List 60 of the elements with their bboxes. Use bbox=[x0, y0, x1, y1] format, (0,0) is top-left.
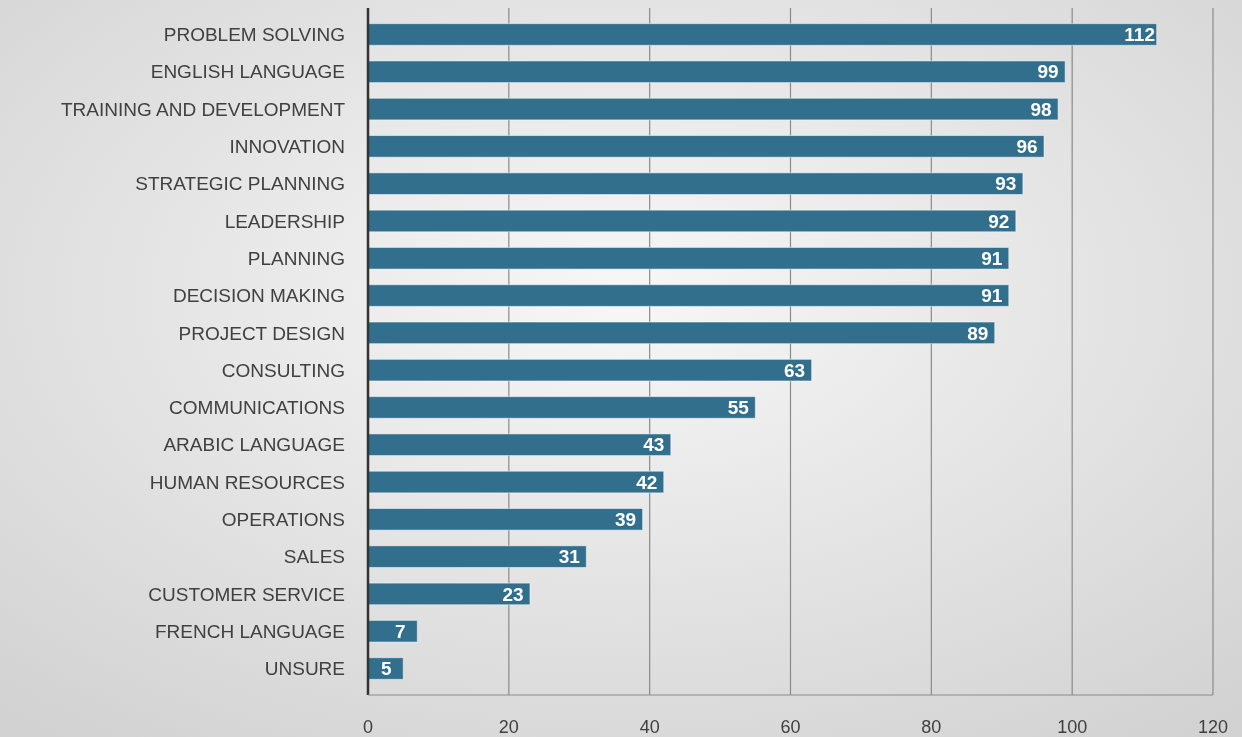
data-label: 63 bbox=[784, 359, 806, 381]
bar bbox=[367, 135, 1045, 158]
y-tick-label: UNSURE bbox=[264, 658, 345, 680]
bar bbox=[367, 619, 418, 643]
bar bbox=[367, 358, 813, 382]
y-tick-label: ARABIC LANGUAGE bbox=[163, 434, 345, 456]
data-label: 112 bbox=[1124, 24, 1155, 46]
y-tick-label: PLANNING bbox=[247, 247, 345, 269]
data-label: 91 bbox=[981, 285, 1003, 307]
bar bbox=[367, 97, 1059, 121]
bar bbox=[367, 396, 756, 419]
data-label: 91 bbox=[981, 247, 1003, 269]
data-label: 96 bbox=[1016, 136, 1038, 158]
data-label: 43 bbox=[643, 434, 665, 456]
data-label: 39 bbox=[615, 508, 637, 530]
y-tick-label: HUMAN RESOURCES bbox=[149, 471, 345, 493]
data-label: 98 bbox=[1030, 98, 1052, 120]
y-tick-label: DECISION MAKING bbox=[172, 285, 345, 307]
bar bbox=[367, 433, 672, 457]
bar bbox=[367, 172, 1024, 195]
y-tick-label: ENGLISH LANGUAGE bbox=[150, 61, 345, 83]
y-tick-label: PROJECT DESIGN bbox=[178, 322, 345, 344]
x-tick-label: 100 bbox=[1057, 717, 1088, 737]
y-tick-label: PROBLEM SOLVING bbox=[163, 24, 345, 46]
bar bbox=[367, 470, 665, 494]
data-label: 5 bbox=[380, 658, 392, 680]
x-tick-label: 40 bbox=[639, 717, 660, 737]
y-tick-label: TRAINING AND DEVELOPMENT bbox=[61, 98, 346, 120]
y-tick-label: CUSTOMER SERVICE bbox=[148, 583, 345, 605]
data-label: 7 bbox=[395, 620, 406, 642]
data-label: 92 bbox=[988, 210, 1010, 232]
x-tick-label: 60 bbox=[780, 717, 801, 737]
x-tick-label: 80 bbox=[921, 717, 942, 737]
y-tick-label: OPERATIONS bbox=[221, 508, 345, 530]
data-label: 42 bbox=[636, 471, 658, 493]
y-tick-label: LEADERSHIP bbox=[224, 210, 345, 232]
y-tick-label: STRATEGIC PLANNING bbox=[135, 173, 345, 195]
bar bbox=[367, 60, 1066, 84]
data-label: 55 bbox=[727, 397, 750, 419]
data-label: 93 bbox=[995, 173, 1017, 195]
y-tick-label: SALES bbox=[283, 546, 345, 568]
y-tick-label: FRENCH LANGUAGE bbox=[154, 620, 345, 642]
bar bbox=[367, 23, 1158, 46]
bar bbox=[367, 582, 531, 606]
bar bbox=[367, 284, 1010, 307]
x-tick-label: 0 bbox=[362, 717, 374, 737]
y-tick-label: CONSULTING bbox=[221, 359, 345, 381]
bar bbox=[367, 246, 1010, 270]
bar bbox=[367, 321, 996, 345]
x-tick-label: 120 bbox=[1197, 717, 1229, 737]
data-label: 23 bbox=[502, 583, 524, 605]
bar bbox=[367, 508, 644, 531]
x-tick-label: 20 bbox=[498, 717, 519, 737]
data-label: 99 bbox=[1037, 61, 1059, 83]
bar bbox=[367, 545, 587, 568]
data-label: 89 bbox=[967, 322, 989, 344]
data-label: 31 bbox=[558, 546, 581, 568]
bar bbox=[367, 209, 1017, 233]
y-tick-label: COMMUNICATIONS bbox=[169, 397, 345, 419]
y-tick-label: INNOVATION bbox=[229, 136, 345, 158]
